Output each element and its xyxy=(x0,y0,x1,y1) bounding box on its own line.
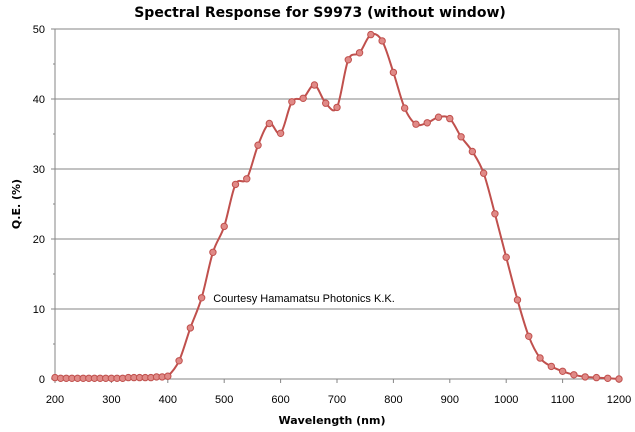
data-point xyxy=(525,332,533,340)
data-point xyxy=(457,133,465,141)
data-point xyxy=(299,94,307,103)
x-tick-label: 500 xyxy=(215,394,233,406)
x-tick-label: 1200 xyxy=(607,394,631,406)
y-tick-label: 20 xyxy=(33,234,45,246)
data-point xyxy=(491,210,499,218)
data-point xyxy=(581,373,589,381)
y-tick-label: 50 xyxy=(33,24,45,36)
data-point xyxy=(558,367,567,375)
data-point xyxy=(254,141,262,149)
x-tick-label: 1100 xyxy=(551,394,575,406)
x-tick-label: 200 xyxy=(46,394,64,406)
x-tick-label: 400 xyxy=(159,394,177,406)
data-point xyxy=(570,371,578,379)
data-point xyxy=(220,222,228,231)
data-point xyxy=(536,354,544,362)
x-tick-label: 700 xyxy=(328,394,346,406)
grid xyxy=(55,28,619,310)
x-tick-label: 900 xyxy=(441,394,459,406)
data-point xyxy=(288,98,296,106)
data-point xyxy=(378,37,386,45)
data-point xyxy=(400,104,409,112)
data-point xyxy=(231,180,240,189)
x-axis-label: Wavelength (nm) xyxy=(279,414,386,427)
data-point xyxy=(389,68,398,77)
data-point xyxy=(615,375,623,383)
data-point xyxy=(355,49,364,57)
y-tick-label: 10 xyxy=(33,304,45,316)
data-point xyxy=(209,248,217,257)
data-point xyxy=(412,120,420,128)
data-point xyxy=(446,114,454,123)
x-tick-label: 600 xyxy=(271,394,289,406)
data-point xyxy=(513,296,522,304)
data-point xyxy=(310,81,319,89)
courtesy-annotation: Courtesy Hamamatsu Photonics K.K. xyxy=(213,293,395,305)
data-point xyxy=(164,372,172,380)
data-point xyxy=(479,169,488,177)
data-point xyxy=(322,99,330,107)
data-point xyxy=(175,357,183,365)
data-point xyxy=(276,129,285,138)
x-tick-label: 300 xyxy=(102,394,120,406)
data-point xyxy=(434,113,443,121)
y-tick-label: 30 xyxy=(33,164,45,176)
data-point xyxy=(186,324,195,332)
y-tick-label: 40 xyxy=(33,94,45,106)
data-point xyxy=(265,119,274,128)
data-point xyxy=(367,30,375,39)
data-point xyxy=(197,294,206,302)
x-tick-label: 800 xyxy=(384,394,402,406)
data-point xyxy=(592,373,601,382)
data-point xyxy=(243,175,251,183)
data-point xyxy=(468,147,477,156)
x-tick-label: 1000 xyxy=(494,394,518,406)
chart-title: Spectral Response for S9973 (without win… xyxy=(134,5,506,21)
y-axis-label: Q.E. (%) xyxy=(10,179,23,229)
data-point xyxy=(502,253,510,261)
data-point xyxy=(604,374,612,382)
data-point xyxy=(547,362,556,371)
plot-area xyxy=(54,28,620,380)
data-point xyxy=(333,103,341,112)
series xyxy=(51,30,623,383)
data-point xyxy=(423,119,431,127)
axis-ticks: 0 10 20 30 40 50 200 300 400 500 600 700 800 900 1000 1… xyxy=(33,24,631,406)
series-line xyxy=(54,32,620,380)
data-point xyxy=(344,56,352,64)
y-tick-label: 0 xyxy=(39,374,45,386)
